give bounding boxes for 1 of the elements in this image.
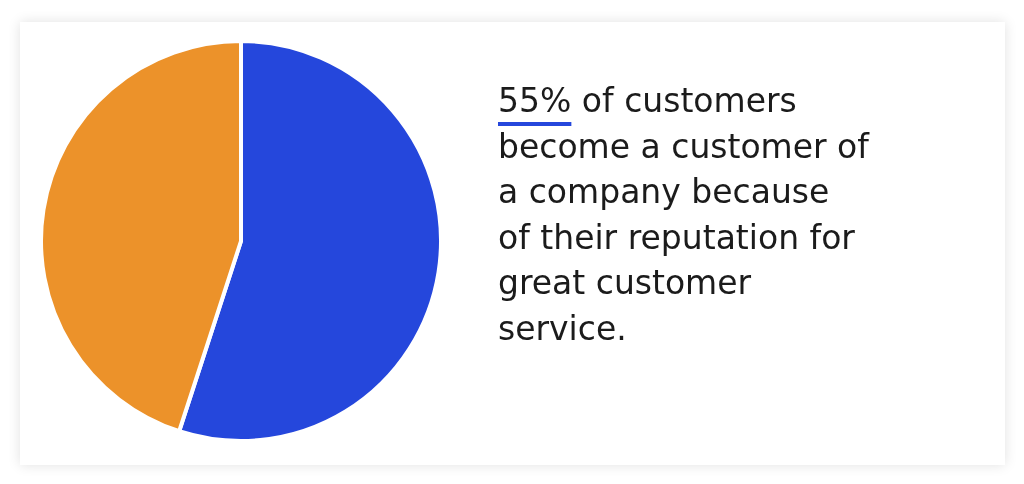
text: 55% of customers become a customer of a company because of their reputation for great customer service. bbox=[498, 80, 871, 350]
